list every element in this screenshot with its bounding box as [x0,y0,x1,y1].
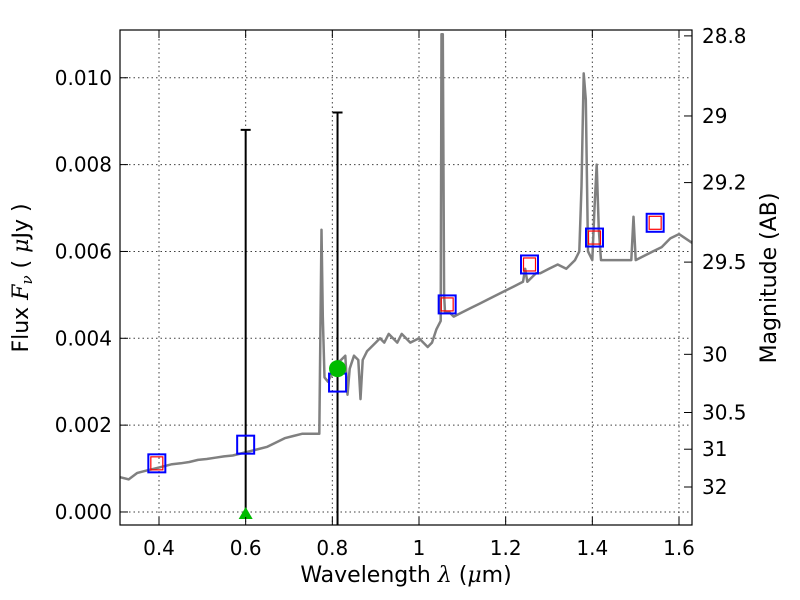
x-tick-label: 1.6 [663,536,695,560]
observed-photometry-marker-4 [648,215,662,230]
detection-circle-marker [329,360,347,378]
x-tick-label: 0.6 [230,536,262,560]
detection-triangle-marker [238,506,253,519]
observed-photometry-marker-2 [522,257,537,272]
spectrum-line-group [119,33,693,481]
x-tick-label: 0.8 [316,536,348,560]
magnitude-axis-ticks: 28.8 29 29.2 29.5 30 30.5 31 32 [684,24,747,499]
grid [120,30,692,525]
observed-photometry-marker-1 [440,297,454,312]
x-tick-label: 1 [413,536,426,560]
mag-tick-label: 31 [702,437,727,461]
errorbar-group [240,111,343,525]
y-axis-ticks: 0.000 0.002 0.004 0.006 0.008 0.010 [55,66,128,524]
observed-photometry-marker-3 [587,230,602,245]
mag-tick-label: 32 [702,475,727,499]
mag-tick-label: 30.5 [702,401,747,425]
observed-photometry-marker-0 [150,456,164,471]
mag-tick-label: 29 [702,104,727,128]
mag-tick-label: 28.8 [702,24,747,48]
mag-tick-label: 29.5 [702,250,747,274]
y-tick-label: 0.006 [55,239,112,263]
y-tick-label: 0.008 [55,153,112,177]
x-tick-label: 0.4 [143,536,175,560]
x-tick-label: 1.4 [576,536,608,560]
y-tick-label: 0.004 [55,326,112,350]
y-tick-label: 0.002 [55,413,112,437]
x-tick-label: 1.2 [490,536,522,560]
model-photometry-marker-5 [585,227,604,248]
y-tick-label: 0.000 [55,500,112,524]
model-photometry-marker-4 [520,254,539,275]
y-tick-label: 0.010 [55,66,112,90]
model-photometry-marker-0 [147,453,167,474]
spectrum-series-line [119,33,693,481]
magnitude-axis-label: Magnitude (AB) [757,193,782,364]
x-axis-ticks: 0.4 0.6 0.8 1 1.2 1.4 1.6 [143,30,695,560]
plot-frame [119,29,693,526]
x-axis-label: Wavelength λ (μm) [300,563,511,588]
model-photometry-marker-6 [645,212,665,233]
model-photometry-marker-1 [236,434,256,455]
y-axis-label: Flux Fν ( μJy ) [9,203,36,352]
mag-tick-label: 30 [702,342,727,366]
photometry-marker-group [147,212,665,519]
model-photometry-marker-3 [437,294,457,315]
mag-tick-label: 29.2 [702,171,747,195]
